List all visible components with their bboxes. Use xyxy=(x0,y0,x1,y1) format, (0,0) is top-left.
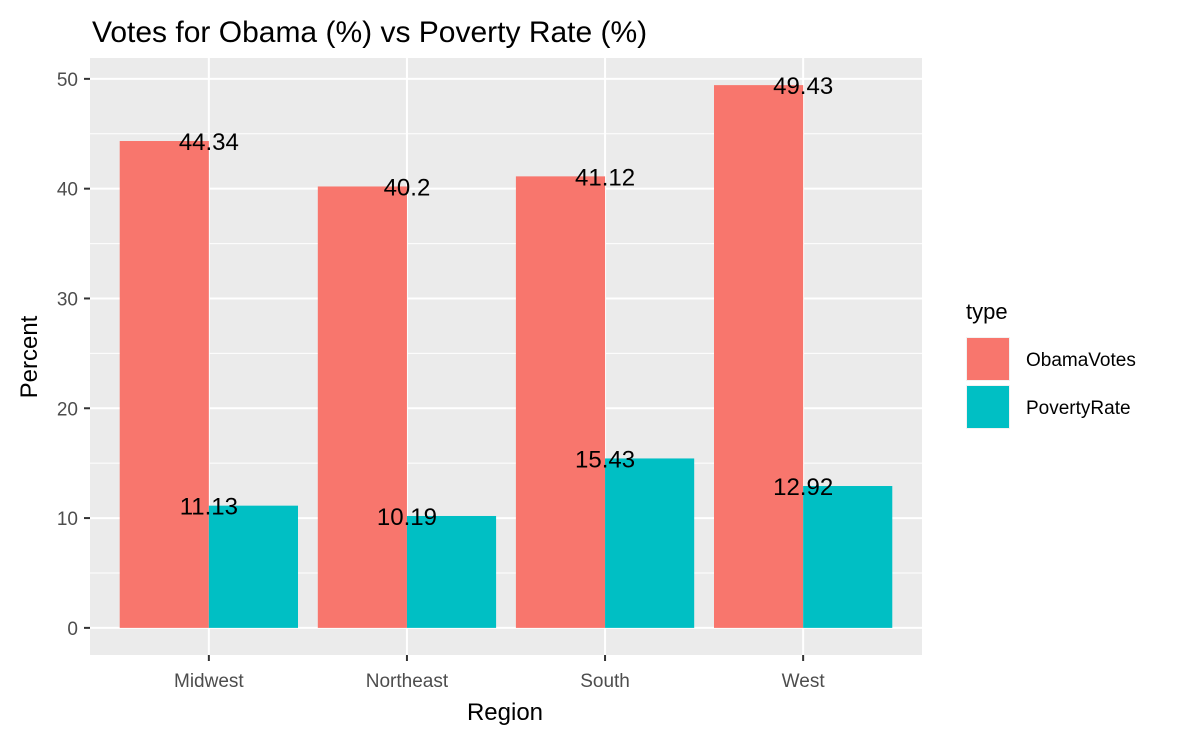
data-labels: 44.34 40.2 41.12 49.43 11.13 10.19 15.43 12.92 xyxy=(179,73,833,531)
legend-title: type xyxy=(966,299,1008,324)
legend-label: ObamaVotes xyxy=(1026,350,1136,371)
bar-obamavotes-northeast xyxy=(317,186,407,628)
legend-key-povertyrate xyxy=(967,386,1009,428)
data-label: 12.92 xyxy=(773,474,833,501)
legend-key-obamavotes xyxy=(967,338,1009,380)
bar-obamavotes-midwest xyxy=(119,141,209,628)
x-tick-label: South xyxy=(580,671,630,692)
y-axis: 0 10 20 30 40 50 xyxy=(57,70,90,640)
bars xyxy=(119,85,893,628)
y-tick-label: 0 xyxy=(67,619,78,640)
y-axis-title: Percent xyxy=(16,315,43,398)
bar-obamavotes-west xyxy=(714,85,804,628)
y-tick-label: 20 xyxy=(57,399,78,420)
x-tick-label: West xyxy=(782,671,826,692)
y-tick-label: 50 xyxy=(57,70,78,91)
data-label: 40.2 xyxy=(384,174,431,201)
x-tick-label: Northeast xyxy=(366,671,449,692)
data-label: 44.34 xyxy=(179,129,239,156)
bar-obamavotes-south xyxy=(515,176,606,628)
data-label: 10.19 xyxy=(377,504,437,531)
bar-povertyrate-midwest xyxy=(208,505,298,628)
y-tick-label: 40 xyxy=(57,180,78,201)
data-label: 11.13 xyxy=(180,494,238,521)
x-tick-label: Midwest xyxy=(174,671,244,692)
bar-povertyrate-south xyxy=(605,458,695,628)
legend: type ObamaVotes PovertyRate xyxy=(966,299,1136,429)
bar-povertyrate-west xyxy=(803,486,893,628)
data-label: 49.43 xyxy=(773,73,833,100)
data-label: 15.43 xyxy=(575,446,635,473)
x-axis: Midwest Northeast South West xyxy=(174,655,825,692)
y-tick-label: 30 xyxy=(57,289,78,310)
bar-povertyrate-northeast xyxy=(406,515,497,628)
x-axis-title: Region xyxy=(467,699,543,726)
y-tick-label: 10 xyxy=(57,509,78,530)
chart-title: Votes for Obama (%) vs Poverty Rate (%) xyxy=(92,16,647,49)
legend-label: PovertyRate xyxy=(1026,398,1131,419)
data-label: 41.12 xyxy=(575,164,635,191)
